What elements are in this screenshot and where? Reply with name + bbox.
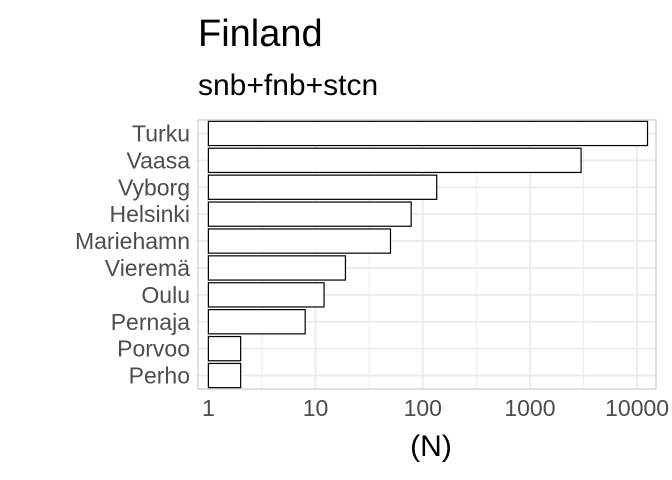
y-axis-labels: TurkuVaasaVyborgHelsinkiMariehamnVieremä…	[75, 120, 190, 388]
y-tick-label: Helsinki	[109, 201, 190, 227]
bar-pernaja	[207, 309, 306, 335]
bar-vyborg	[207, 174, 438, 200]
chart-subtitle: snb+fnb+stcn	[198, 69, 378, 102]
bar-vaasa	[207, 147, 582, 174]
bar-vieremä	[207, 255, 347, 281]
bar-porvoo	[207, 335, 242, 362]
y-tick-label: Vieremä	[105, 255, 190, 281]
y-tick-label: Vyborg	[118, 174, 190, 200]
bar-oulu	[207, 282, 325, 308]
bar-helsinki	[207, 201, 412, 227]
bar-perho	[207, 362, 242, 389]
x-tick-label: 100	[404, 395, 442, 421]
y-tick-label: Mariehamn	[75, 228, 190, 254]
y-tick-label: Oulu	[141, 282, 190, 308]
y-tick-label: Vaasa	[126, 147, 190, 173]
panel-border	[197, 119, 657, 390]
chart-title: Finland	[198, 13, 323, 55]
y-tick-label: Pernaja	[111, 309, 190, 335]
bars	[207, 120, 649, 389]
x-axis-labels: 1 10 100 1000 10000	[202, 395, 669, 421]
x-tick-label: 1000	[504, 395, 555, 421]
bar-mariehamn	[207, 228, 392, 254]
y-tick-label: Perho	[129, 363, 190, 389]
y-tick-label: Turku	[132, 120, 190, 146]
y-tick-label: Porvoo	[117, 336, 190, 362]
x-tick-label: 1	[202, 395, 215, 421]
x-axis-title: (N)	[410, 430, 452, 463]
x-tick-label: 10000	[605, 395, 669, 421]
x-tick-label: 10	[303, 395, 329, 421]
bar-turku	[207, 120, 649, 147]
